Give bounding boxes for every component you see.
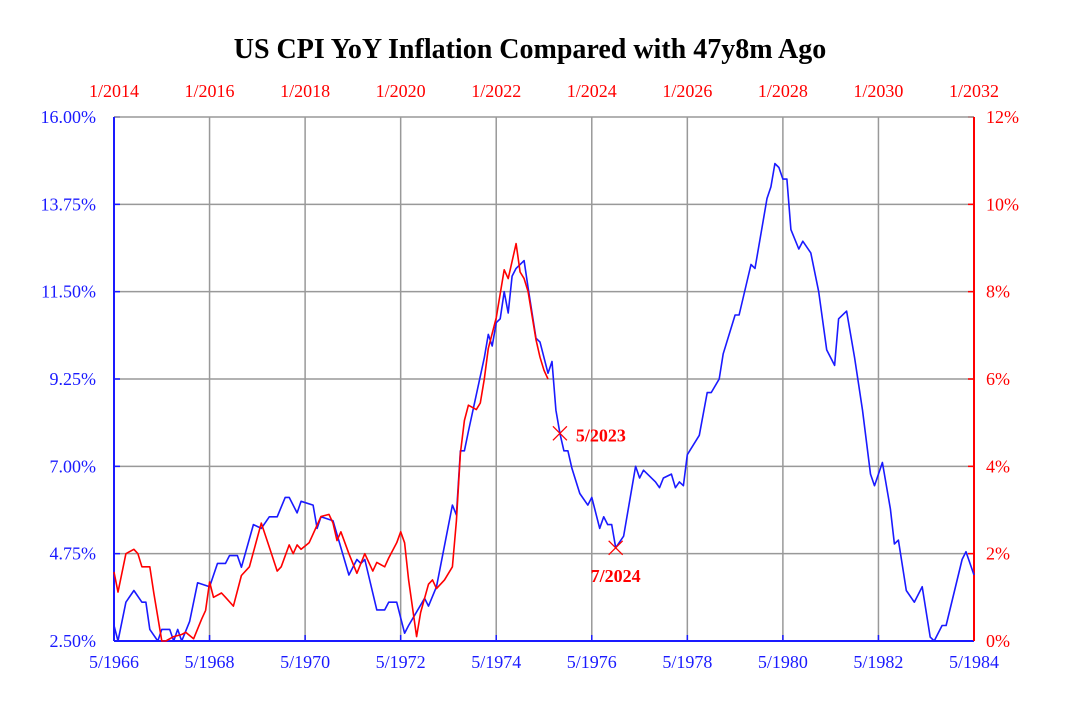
y-left-tick-label: 7.00% (50, 456, 97, 476)
x-top-tick-label: 1/2016 (185, 81, 235, 101)
y-left-tick-label: 4.75% (50, 544, 97, 564)
x-top-tick-label: 1/2030 (853, 81, 903, 101)
annotation-x-marker (608, 540, 624, 556)
x-top-tick-label: 1/2024 (567, 81, 617, 101)
y-left-tick-label: 9.25% (50, 369, 97, 389)
x-bottom-tick-label: 5/1974 (471, 652, 521, 672)
y-right-tick-label: 2% (986, 544, 1010, 564)
x-bottom-tick-label: 5/1978 (662, 652, 712, 672)
x-top-tick-label: 1/2014 (89, 81, 139, 101)
series-line-historical (113, 162, 975, 642)
y-right-tick-label: 12% (986, 107, 1019, 127)
annotation-label: 7/2024 (591, 566, 641, 586)
x-top-tick-label: 1/2028 (758, 81, 808, 101)
x-top-tick-label: 1/2032 (949, 81, 999, 101)
x-top-tick-label: 1/2020 (376, 81, 426, 101)
y-right-tick-label: 6% (986, 369, 1010, 389)
annotations: 5/2023 7/2024 (552, 425, 641, 586)
tick-labels: 5/1966 1/2014 5/1968 1/2016 5/1970 1/2018 5/19… (41, 81, 1020, 672)
x-bottom-tick-label: 5/1982 (853, 652, 903, 672)
x-bottom-tick-label: 5/1972 (376, 652, 426, 672)
x-bottom-tick-label: 5/1970 (280, 652, 330, 672)
y-right-tick-label: 0% (986, 631, 1010, 651)
series-line-recent (113, 242, 549, 642)
x-bottom-tick-label: 5/1984 (949, 652, 999, 672)
series-lines (113, 162, 975, 642)
y-right-tick-label: 4% (986, 456, 1010, 476)
annotation-label: 5/2023 (576, 425, 626, 445)
chart-title: US CPI YoY Inflation Compared with 47y8m… (234, 34, 826, 65)
y-right-tick-label: 10% (986, 194, 1019, 214)
y-left-tick-label: 16.00% (41, 107, 97, 127)
annotation-x-marker (552, 425, 568, 441)
y-left-tick-label: 13.75% (41, 194, 97, 214)
y-right-tick-label: 8% (986, 282, 1010, 302)
x-bottom-tick-label: 5/1966 (89, 652, 139, 672)
y-left-tick-label: 2.50% (50, 631, 97, 651)
gridlines (114, 117, 974, 641)
x-bottom-tick-label: 5/1976 (567, 652, 617, 672)
axes (113, 116, 975, 642)
x-bottom-tick-label: 5/1980 (758, 652, 808, 672)
x-top-tick-label: 1/2026 (662, 81, 712, 101)
x-top-tick-label: 1/2018 (280, 81, 330, 101)
x-bottom-tick-label: 5/1968 (185, 652, 235, 672)
x-top-tick-label: 1/2022 (471, 81, 521, 101)
y-left-tick-label: 11.50% (41, 282, 96, 302)
